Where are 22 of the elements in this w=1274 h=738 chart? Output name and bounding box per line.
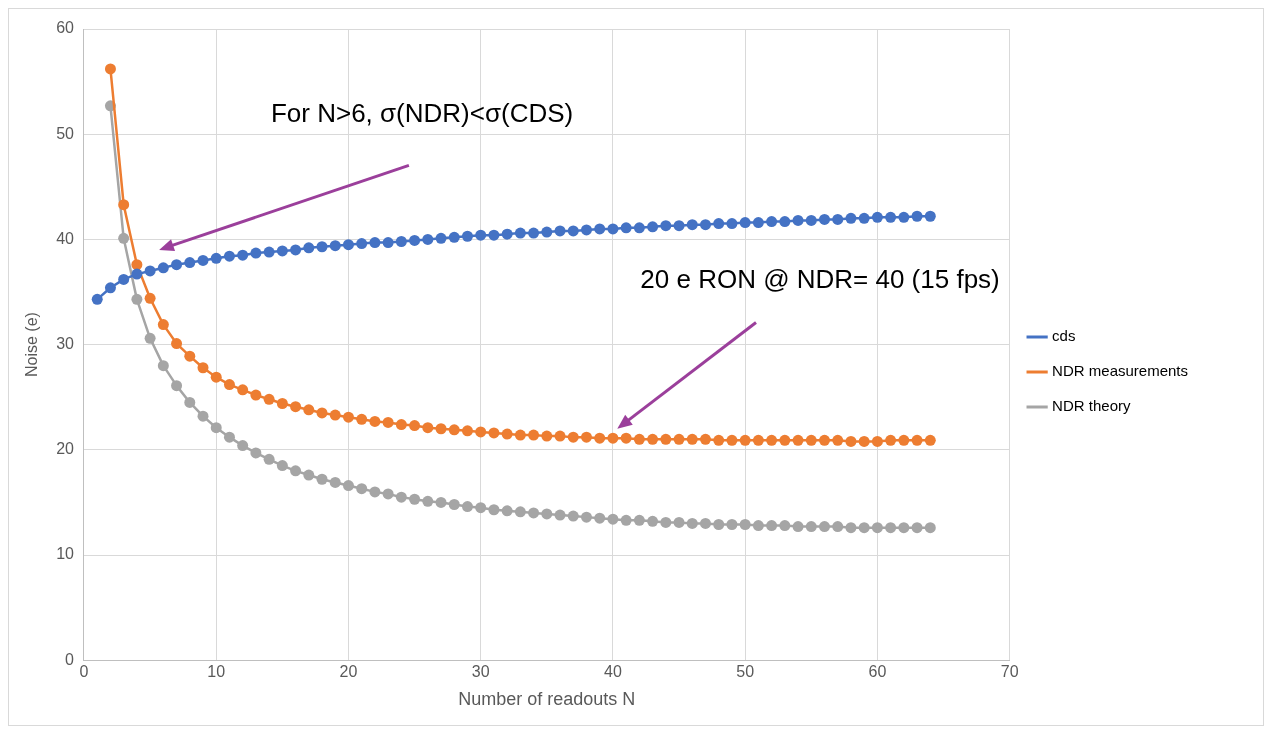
legend-label: NDR theory <box>1052 397 1156 415</box>
y-axis-title: Noise (e) <box>23 312 41 378</box>
x-tick-label: 20 <box>339 663 358 681</box>
y-tick-label: 40 <box>56 229 75 247</box>
x-tick-label: 70 <box>1000 663 1019 681</box>
annotation: 20 e RON @ NDR= 40 (15 fps) <box>640 263 1000 294</box>
y-tick-label: 0 <box>65 650 75 668</box>
y-tick-label: 10 <box>56 545 75 563</box>
x-axis-title: Number of readouts N <box>458 689 636 710</box>
x-tick-label: 30 <box>471 663 490 681</box>
x-tick-label: 50 <box>736 663 755 681</box>
legend-label: cds <box>1052 327 1101 345</box>
x-tick-label: 0 <box>79 663 89 681</box>
y-tick-label: 20 <box>56 440 75 458</box>
y-tick-label: 30 <box>56 335 75 353</box>
y-tick-label: 50 <box>56 124 75 142</box>
x-tick-label: 40 <box>604 663 622 681</box>
x-tick-label: 10 <box>207 663 226 681</box>
y-tick-label: 60 <box>56 19 75 37</box>
x-tick-label: 60 <box>868 663 887 681</box>
annotation: For N>6, σ(NDR)<σ(CDS) <box>270 98 574 129</box>
legend-label: NDR measurements <box>1052 362 1214 380</box>
